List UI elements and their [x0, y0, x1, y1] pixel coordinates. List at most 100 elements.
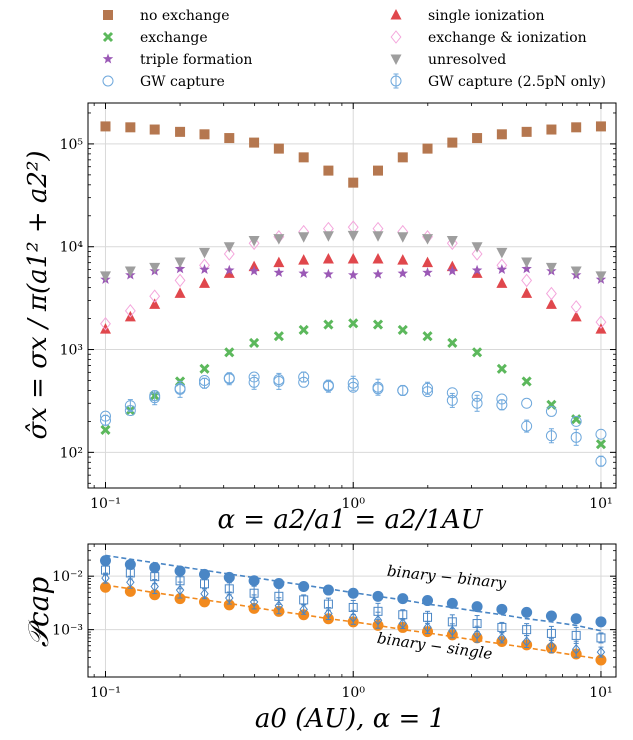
- data-point-binary-binary: [99, 555, 111, 567]
- data-point-gw-capture-2-5pn-only-shape: [521, 420, 533, 432]
- data-point-triple-formation: [372, 268, 384, 279]
- data-point-triple-formation-shape: [347, 269, 359, 280]
- data-point-open-squares-shape: [546, 628, 556, 638]
- legend-marker-exchange-shape: [102, 31, 114, 43]
- data-point-open-diamonds: [398, 618, 408, 630]
- data-point-gw-capture-2-5pn-only: [99, 414, 111, 426]
- data-point-no-exchange: [100, 121, 111, 132]
- data-point-open-diamonds: [175, 581, 185, 599]
- data-point-unresolved-shape: [298, 232, 310, 243]
- data-point-exchange-ionization: [521, 273, 533, 288]
- data-point-triple-formation: [298, 267, 309, 278]
- data-point-no-exchange: [595, 121, 606, 132]
- data-point-exchange-ionization: [124, 304, 136, 318]
- data-point-open-diamonds-shape: [175, 584, 185, 596]
- data-point-open-diamonds-shape: [225, 592, 234, 604]
- data-point-no-exchange: [273, 143, 284, 154]
- data-point-single-ionization: [99, 323, 111, 334]
- data-point-unresolved: [545, 262, 557, 274]
- data-point-triple-formation-shape: [372, 268, 384, 279]
- data-point-exchange-shape: [521, 376, 532, 387]
- data-point-open-diamonds-shape: [448, 625, 457, 637]
- data-point-exchange-shape: [372, 319, 384, 330]
- x-tick-label: 10⁻¹: [90, 685, 121, 701]
- data-point-binary-binary: [223, 571, 235, 583]
- legend-label: GW capture (2.5pN only): [428, 74, 606, 90]
- data-point-binary-single: [99, 581, 111, 593]
- data-point-open-diamonds: [497, 632, 507, 644]
- data-point-exchange-ionization: [570, 300, 582, 314]
- data-point-binary-single: [595, 654, 607, 666]
- data-point-open-diamonds: [299, 603, 308, 615]
- data-point-binary-binary: [397, 593, 409, 605]
- y-tick-label: 10⁻²: [52, 569, 83, 585]
- data-point-gw-capture-2-5pn-only-shape: [570, 431, 582, 443]
- x-axis-label: α = a2/a1 = a2/1AU: [217, 505, 483, 535]
- data-point-binary-binary: [595, 616, 607, 628]
- data-point-open-diamonds-shape: [324, 608, 333, 619]
- data-point-gw-capture: [570, 415, 582, 427]
- data-point-open-diamonds: [472, 625, 482, 643]
- data-point-exchange: [496, 363, 507, 374]
- plot-frame: [87, 543, 617, 678]
- data-point-open-diamonds-shape: [249, 596, 259, 608]
- data-point-gw-capture-2-5pn-only: [570, 428, 582, 446]
- data-point-exchange-ionization-shape: [223, 247, 235, 261]
- data-point-binary-binary: [174, 565, 186, 577]
- data-point-unresolved-shape: [174, 257, 186, 269]
- data-point-open-diamonds: [373, 611, 383, 629]
- data-point-binary-single: [174, 593, 186, 605]
- data-point-binary-binary-shape: [174, 565, 186, 577]
- data-point-triple-formation: [174, 263, 186, 274]
- data-point-triple-formation: [248, 265, 260, 276]
- data-point-open-squares-shape: [200, 579, 210, 589]
- data-point-gw-capture-2-5pn-only: [199, 377, 211, 389]
- data-point-gw-capture-2-5pn-only: [521, 419, 533, 433]
- data-point-single-ionization: [347, 252, 359, 264]
- data-point-unresolved-shape: [471, 242, 483, 253]
- data-point-unresolved-shape: [595, 271, 607, 282]
- data-point-exchange-shape: [273, 331, 284, 342]
- data-point-binary-binary: [248, 575, 260, 587]
- data-point-single-ionization: [298, 254, 310, 265]
- data-point-exchange-shape: [496, 363, 507, 374]
- data-point-unresolved: [446, 235, 458, 247]
- data-point-no-exchange-shape: [397, 152, 408, 163]
- data-point-gw-capture-2-5pn-only-shape: [298, 371, 310, 383]
- data-point-binary-binary: [199, 568, 211, 580]
- data-point-open-diamonds-shape: [274, 600, 284, 612]
- legend-item-unresolved: unresolved: [390, 52, 506, 68]
- legend-marker-exchange-ionization: [390, 30, 402, 44]
- data-point-no-exchange-shape: [323, 165, 334, 176]
- data-point-gw-capture-2-5pn-only-shape: [397, 384, 409, 396]
- data-point-exchange-ionization-shape: [149, 289, 161, 304]
- data-point-open-diamonds: [200, 588, 209, 600]
- legend-marker-gw-capture: [102, 75, 114, 87]
- data-point-gw-capture-2-5pn-only: [149, 390, 161, 406]
- data-point-exchange-shape: [595, 439, 607, 450]
- data-point-exchange-ionization-shape: [446, 236, 458, 251]
- data-point-gw-capture-2-5pn-only: [347, 375, 359, 391]
- data-point-triple-formation: [224, 264, 235, 275]
- series-no-exchange: [100, 121, 606, 188]
- data-point-triple-formation: [323, 268, 334, 279]
- data-point-binary-single-shape: [199, 596, 211, 608]
- data-point-exchange-shape: [422, 331, 433, 342]
- data-point-no-exchange: [175, 126, 186, 137]
- data-point-gw-capture-2-5pn-only: [273, 372, 285, 390]
- data-point-single-ionization: [496, 277, 508, 288]
- data-point-unresolved-shape: [273, 234, 285, 245]
- data-point-single-ionization: [322, 252, 334, 264]
- data-point-open-diamonds-shape: [299, 604, 308, 615]
- data-point-exchange-ionization: [545, 286, 557, 301]
- data-point-binary-binary-shape: [570, 613, 582, 625]
- data-point-gw-capture-2-5pn-only-shape: [347, 377, 359, 389]
- plot-frame: [87, 102, 617, 489]
- data-point-exchange-ionization: [149, 289, 161, 304]
- data-point-open-diamonds-shape: [596, 646, 606, 658]
- data-point-exchange: [521, 376, 532, 387]
- data-point-single-ionization-shape: [471, 267, 483, 278]
- data-point-single-ionization-shape: [347, 252, 359, 264]
- data-point-binary-binary: [545, 610, 557, 622]
